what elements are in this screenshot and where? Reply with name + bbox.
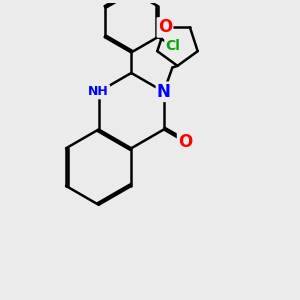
Text: O: O bbox=[178, 133, 192, 151]
Text: O: O bbox=[158, 18, 172, 36]
Text: NH: NH bbox=[88, 85, 109, 98]
Text: Cl: Cl bbox=[165, 39, 180, 52]
Text: N: N bbox=[157, 83, 171, 101]
